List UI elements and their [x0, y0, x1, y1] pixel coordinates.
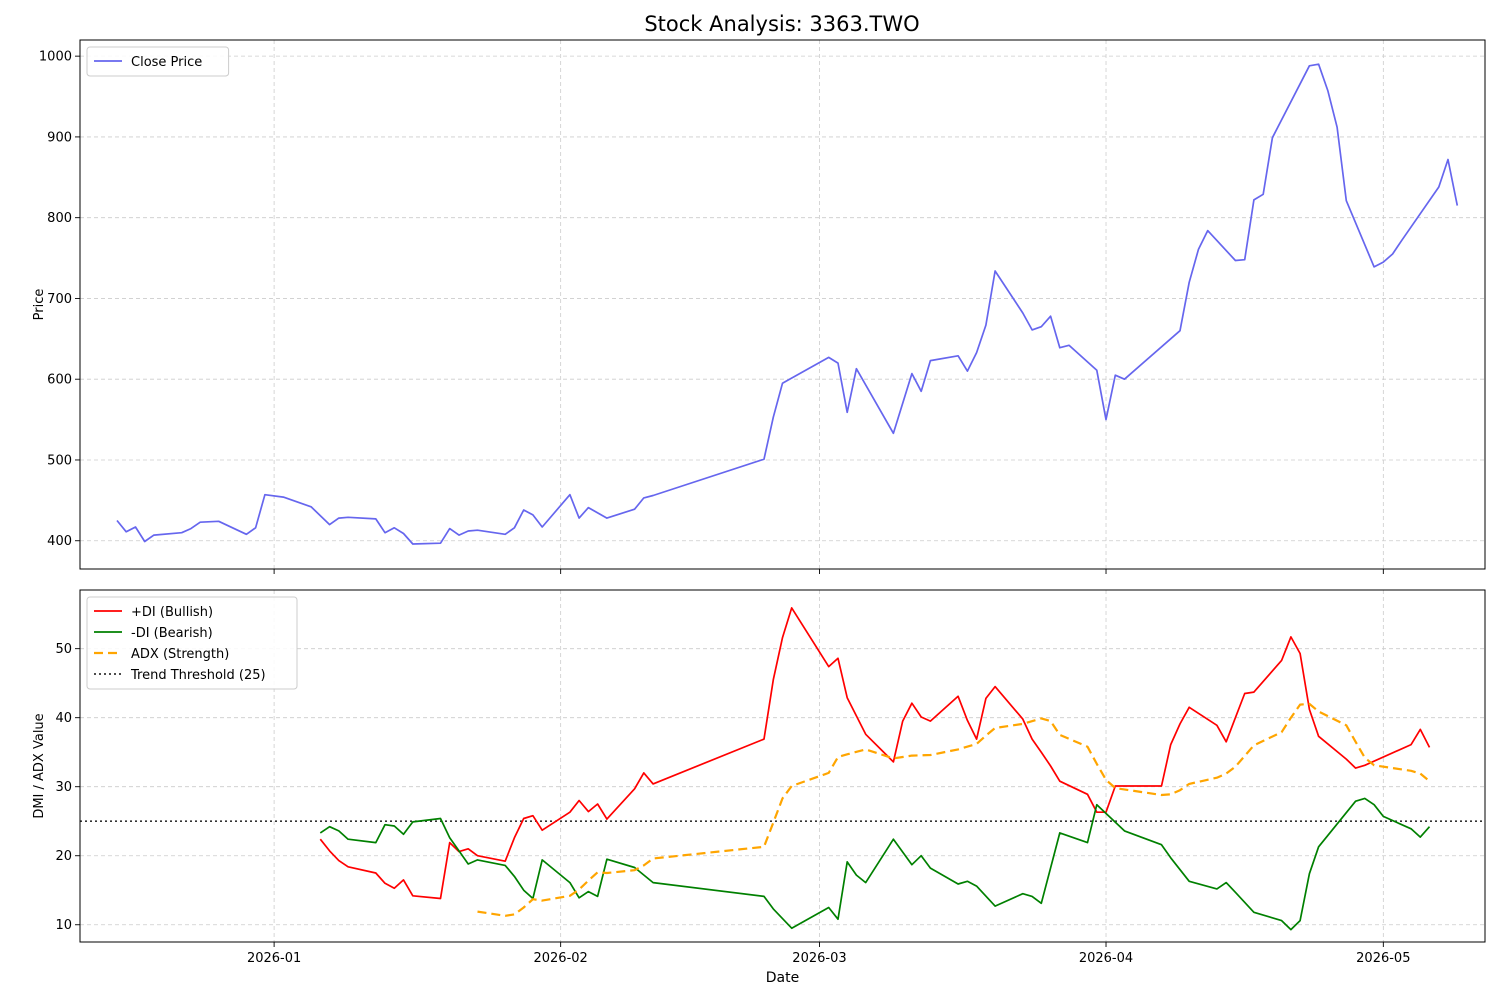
series-adx [477, 702, 1431, 917]
grid-lines [80, 40, 1485, 569]
legend-label: -DI (Bearish) [131, 626, 213, 641]
legend: +DI (Bullish) -DI (Bearish) ADX (Strength)… [86, 596, 298, 690]
grid-lines [80, 590, 1485, 942]
series-minus_di [319, 797, 1431, 931]
figure-title: Stock Analysis: 3363.TWO [644, 12, 919, 36]
y-tick-label: 1000 [39, 50, 72, 65]
legend-label: ADX (Strength) [131, 647, 229, 662]
series-line-plus_di [319, 607, 1431, 900]
x-tick-label: 2026-04 [1079, 951, 1133, 966]
y-tick-label: 500 [47, 453, 72, 468]
y-tick-label: 400 [47, 534, 72, 549]
y-tick-label: 600 [47, 373, 72, 388]
x-axis-label: Date [766, 970, 799, 986]
series-line-adx [477, 702, 1431, 917]
x-tick-label: 2026-05 [1356, 951, 1410, 966]
axes-frame [79, 39, 1486, 570]
legend-box [86, 46, 230, 77]
x-tick-label: 2026-02 [533, 951, 587, 966]
price-chart-panel: 400 500 600 700 800 900 1000 Price Close Price [32, 39, 1486, 574]
legend-label: Close Price [131, 55, 202, 70]
y-axis-label: DMI / ADX Value [32, 713, 47, 818]
y-tick-label: 800 [47, 211, 72, 226]
y-tick-label: 20 [55, 849, 72, 864]
y-tick-label: 700 [47, 292, 72, 307]
legend-label: Trend Threshold (25) [130, 668, 266, 683]
series-close [116, 63, 1459, 545]
legend: Close Price [86, 46, 230, 77]
axes-frame [79, 589, 1486, 943]
y-tick-label: 30 [55, 780, 72, 795]
x-tick-label: 2026-03 [792, 951, 846, 966]
dmi-adx-chart-panel: 10 20 30 40 50 2026-01 2026-02 2026-03 2026-04 20… [32, 589, 1486, 986]
y-axis-label: Price [32, 289, 47, 321]
series-plus_di [319, 607, 1431, 900]
series-line-close [116, 63, 1459, 545]
series-line-minus_di [319, 797, 1431, 931]
y-tick-label: 10 [55, 918, 72, 933]
x-tick-label: 2026-01 [247, 951, 301, 966]
y-tick-label: 50 [55, 642, 72, 657]
y-tick-label: 40 [55, 711, 72, 726]
legend-box [86, 596, 298, 690]
legend-label: +DI (Bullish) [131, 605, 213, 620]
y-tick-label: 900 [47, 130, 72, 145]
